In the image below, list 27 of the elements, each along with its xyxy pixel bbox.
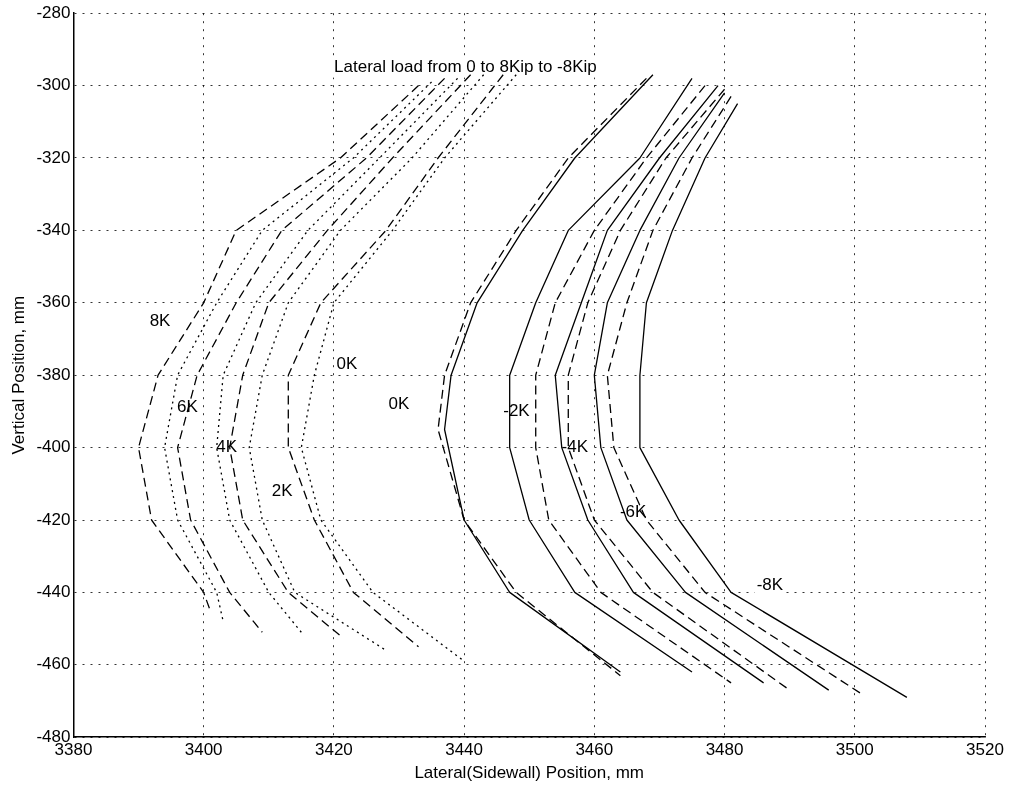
x-tick-label: 3440 [445, 740, 484, 760]
y-tick-label: -280 [36, 2, 71, 22]
annotation: 2K [271, 480, 294, 500]
y-tick-label: -460 [36, 654, 71, 674]
y-tick-label: -300 [36, 75, 71, 95]
annotation: -8K [756, 574, 784, 594]
x-tick-label: 3520 [966, 740, 1004, 760]
text: Lateral load from 0 to 8Kip to -8Kip [334, 57, 597, 77]
x-axis-title: Lateral(Sidewall) Position, mm [414, 763, 645, 783]
annotation: 4K [216, 437, 238, 457]
y-tick-label: -380 [36, 364, 71, 384]
annotation: -4K [561, 437, 589, 457]
annotation: 0K [336, 354, 358, 374]
x-tick-label: 3500 [835, 740, 874, 760]
x-tick-label: 3400 [184, 740, 223, 760]
y-axis-title: Vertical Position, mm [8, 295, 28, 455]
annotation: 0K [388, 393, 410, 413]
x-tick-label: 3480 [705, 740, 744, 760]
x-tick-label: 3460 [575, 740, 614, 760]
x-tick-label: 3420 [314, 740, 353, 760]
y-tick-label: -440 [36, 582, 71, 602]
annotation: 8K [149, 310, 172, 330]
y-tick-label: -320 [36, 147, 71, 167]
y-tick-label: -420 [36, 509, 71, 529]
y-tick-label: -400 [36, 437, 71, 457]
y-tick-label: -340 [36, 220, 71, 240]
y-tick-label: -360 [36, 292, 71, 312]
